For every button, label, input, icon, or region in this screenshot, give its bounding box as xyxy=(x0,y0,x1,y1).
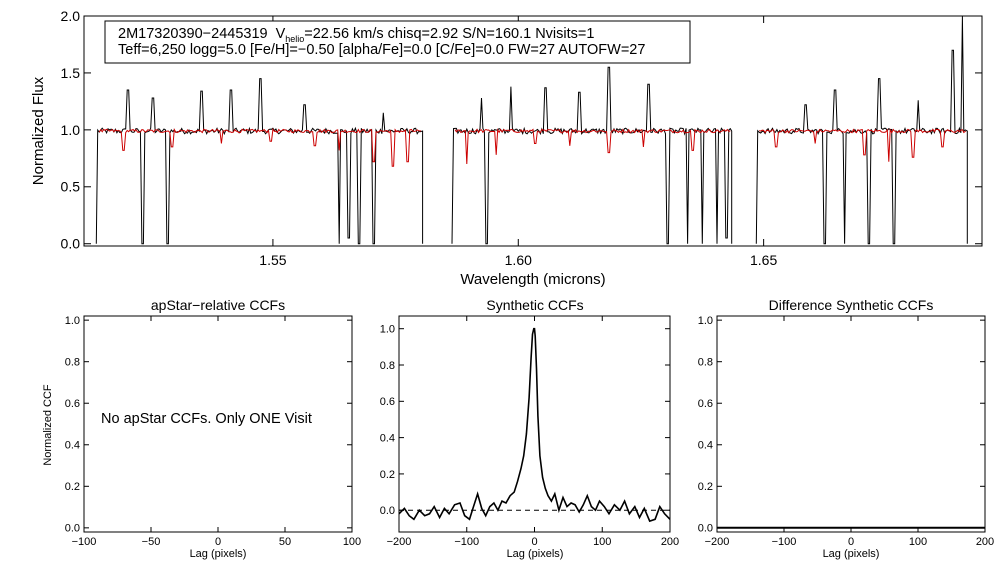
y-tick-label: 1.0 xyxy=(61,122,81,138)
apstar-ccf-title: apStar−relative CCFs xyxy=(151,297,285,313)
x-tick-label: −100 xyxy=(454,536,479,548)
y-tick-label: 0.0 xyxy=(698,523,713,535)
model-spectrum-line xyxy=(454,128,731,165)
y-tick-label: 0.0 xyxy=(61,236,81,252)
apstar-ccf-axis-ticks: −100 −50 0 50 100 0.0 0.2 0.4 0.6 0.8 1.0 xyxy=(65,315,361,548)
difference-ccf-x-axis-label: Lag (pixels) xyxy=(823,548,880,560)
x-tick-label: 1.60 xyxy=(505,252,532,268)
model-spectrum-line xyxy=(98,127,422,167)
x-tick-label: 0 xyxy=(531,536,537,548)
y-tick-label: 0.8 xyxy=(698,357,713,369)
x-tick-label: 0 xyxy=(215,536,221,548)
y-tick-label: 0.6 xyxy=(65,398,80,410)
difference-ccf-frame xyxy=(716,315,986,533)
spectrum-y-axis-label: Normalized Flux xyxy=(30,76,47,185)
annotation-line-1: 2M17320390−2445319 Vhelio=22.56 km/s chis… xyxy=(118,26,594,44)
difference-ccf-axis-ticks: −200 −100 0 100 200 0.0 0.2 0.4 0.6 0.8 1.0 xyxy=(698,315,994,548)
annotation-line-2: Teff=6,250 logg=5.0 [Fe/H]=−0.50 [alpha/… xyxy=(118,42,645,58)
y-tick-label: 0.4 xyxy=(698,440,713,452)
y-tick-label: 1.0 xyxy=(65,315,80,327)
x-tick-label: 100 xyxy=(909,536,927,548)
synthetic-ccf-line xyxy=(398,327,671,523)
y-tick-label: 0.4 xyxy=(65,440,80,452)
observed-spectrum-line xyxy=(95,78,424,245)
y-tick-label: 0.2 xyxy=(380,469,395,481)
x-tick-label: 0 xyxy=(848,536,854,548)
annotation-box xyxy=(104,20,691,64)
spectrum-x-axis-label: Wavelength (microns) xyxy=(460,271,605,288)
x-tick-label: 200 xyxy=(661,536,679,548)
synthetic-ccf-x-axis-label: Lag (pixels) xyxy=(507,548,564,560)
x-tick-label: −200 xyxy=(387,536,412,548)
no-ccf-message: No apStar CCFs. Only ONE Visit xyxy=(101,411,312,427)
x-tick-label: −200 xyxy=(705,536,730,548)
y-tick-label: 0.2 xyxy=(698,481,713,493)
y-tick-label: 0.4 xyxy=(380,432,395,444)
x-tick-label: 100 xyxy=(343,536,361,548)
spectrum-content xyxy=(95,15,968,245)
synthetic-ccf-axis-ticks: −200 −100 0 100 200 0.0 0.2 0.4 0.6 0.8 1.0 xyxy=(380,316,679,548)
annotation-values: =22.56 km/s chisq=2.92 S/N=160.1 Nvisits… xyxy=(304,26,594,42)
apstar-ccf-x-axis-label: Lag (pixels) xyxy=(190,548,247,560)
v-symbol: V xyxy=(276,26,286,42)
x-tick-label: −100 xyxy=(772,536,797,548)
y-tick-label: 1.0 xyxy=(380,324,395,336)
spectrum-axis-ticks: 1.55 1.60 1.65 0.0 0.5 1.0 1.5 2.0 xyxy=(61,8,982,268)
apstar-ccf-panel: apStar−relative CCFs −100 −50 0 50 100 0.0 0.2… xyxy=(42,297,361,560)
x-tick-label: −100 xyxy=(72,536,97,548)
v-subscript: helio xyxy=(285,34,304,44)
synthetic-ccf-title: Synthetic CCFs xyxy=(486,297,583,313)
x-tick-label: 50 xyxy=(279,536,291,548)
y-tick-label: 1.0 xyxy=(698,315,713,327)
y-tick-label: 0.5 xyxy=(61,179,81,195)
y-tick-label: 2.0 xyxy=(61,8,81,24)
y-tick-label: 0.2 xyxy=(65,481,80,493)
y-tick-label: 0.6 xyxy=(380,396,395,408)
y-tick-label: 0.0 xyxy=(65,523,80,535)
x-tick-label: 1.65 xyxy=(750,252,777,268)
synthetic-ccf-frame xyxy=(398,315,671,533)
spectrum-plot-frame xyxy=(83,15,983,247)
apstar-ccf-y-axis-label: Normalized CCF xyxy=(42,384,54,466)
x-tick-label: 200 xyxy=(976,536,994,548)
difference-ccf-panel: Difference Synthetic CCFs −200 −100 0 100 20… xyxy=(698,297,994,560)
spectrum-panel: 1.55 1.60 1.65 0.0 0.5 1.0 1.5 2.0 2M17320390−2… xyxy=(30,8,983,288)
y-tick-label: 0.6 xyxy=(698,398,713,410)
synthetic-ccf-content xyxy=(398,327,671,523)
y-tick-label: 0.8 xyxy=(380,360,395,372)
x-tick-label: 100 xyxy=(593,536,611,548)
difference-ccf-title: Difference Synthetic CCFs xyxy=(769,297,934,313)
star-id: 2M17320390−2445319 xyxy=(118,26,268,42)
y-tick-label: 1.5 xyxy=(61,65,81,81)
synthetic-ccf-panel: Synthetic CCFs −200 −100 0 100 200 0.0 0.2 0.4 0… xyxy=(380,297,679,560)
x-tick-label: −50 xyxy=(142,536,161,548)
y-tick-label: 0.0 xyxy=(380,505,395,517)
x-tick-label: 1.55 xyxy=(259,252,286,268)
y-tick-label: 0.8 xyxy=(65,357,80,369)
model-spectrum-line xyxy=(759,127,967,162)
observed-spectrum-line xyxy=(451,66,733,245)
